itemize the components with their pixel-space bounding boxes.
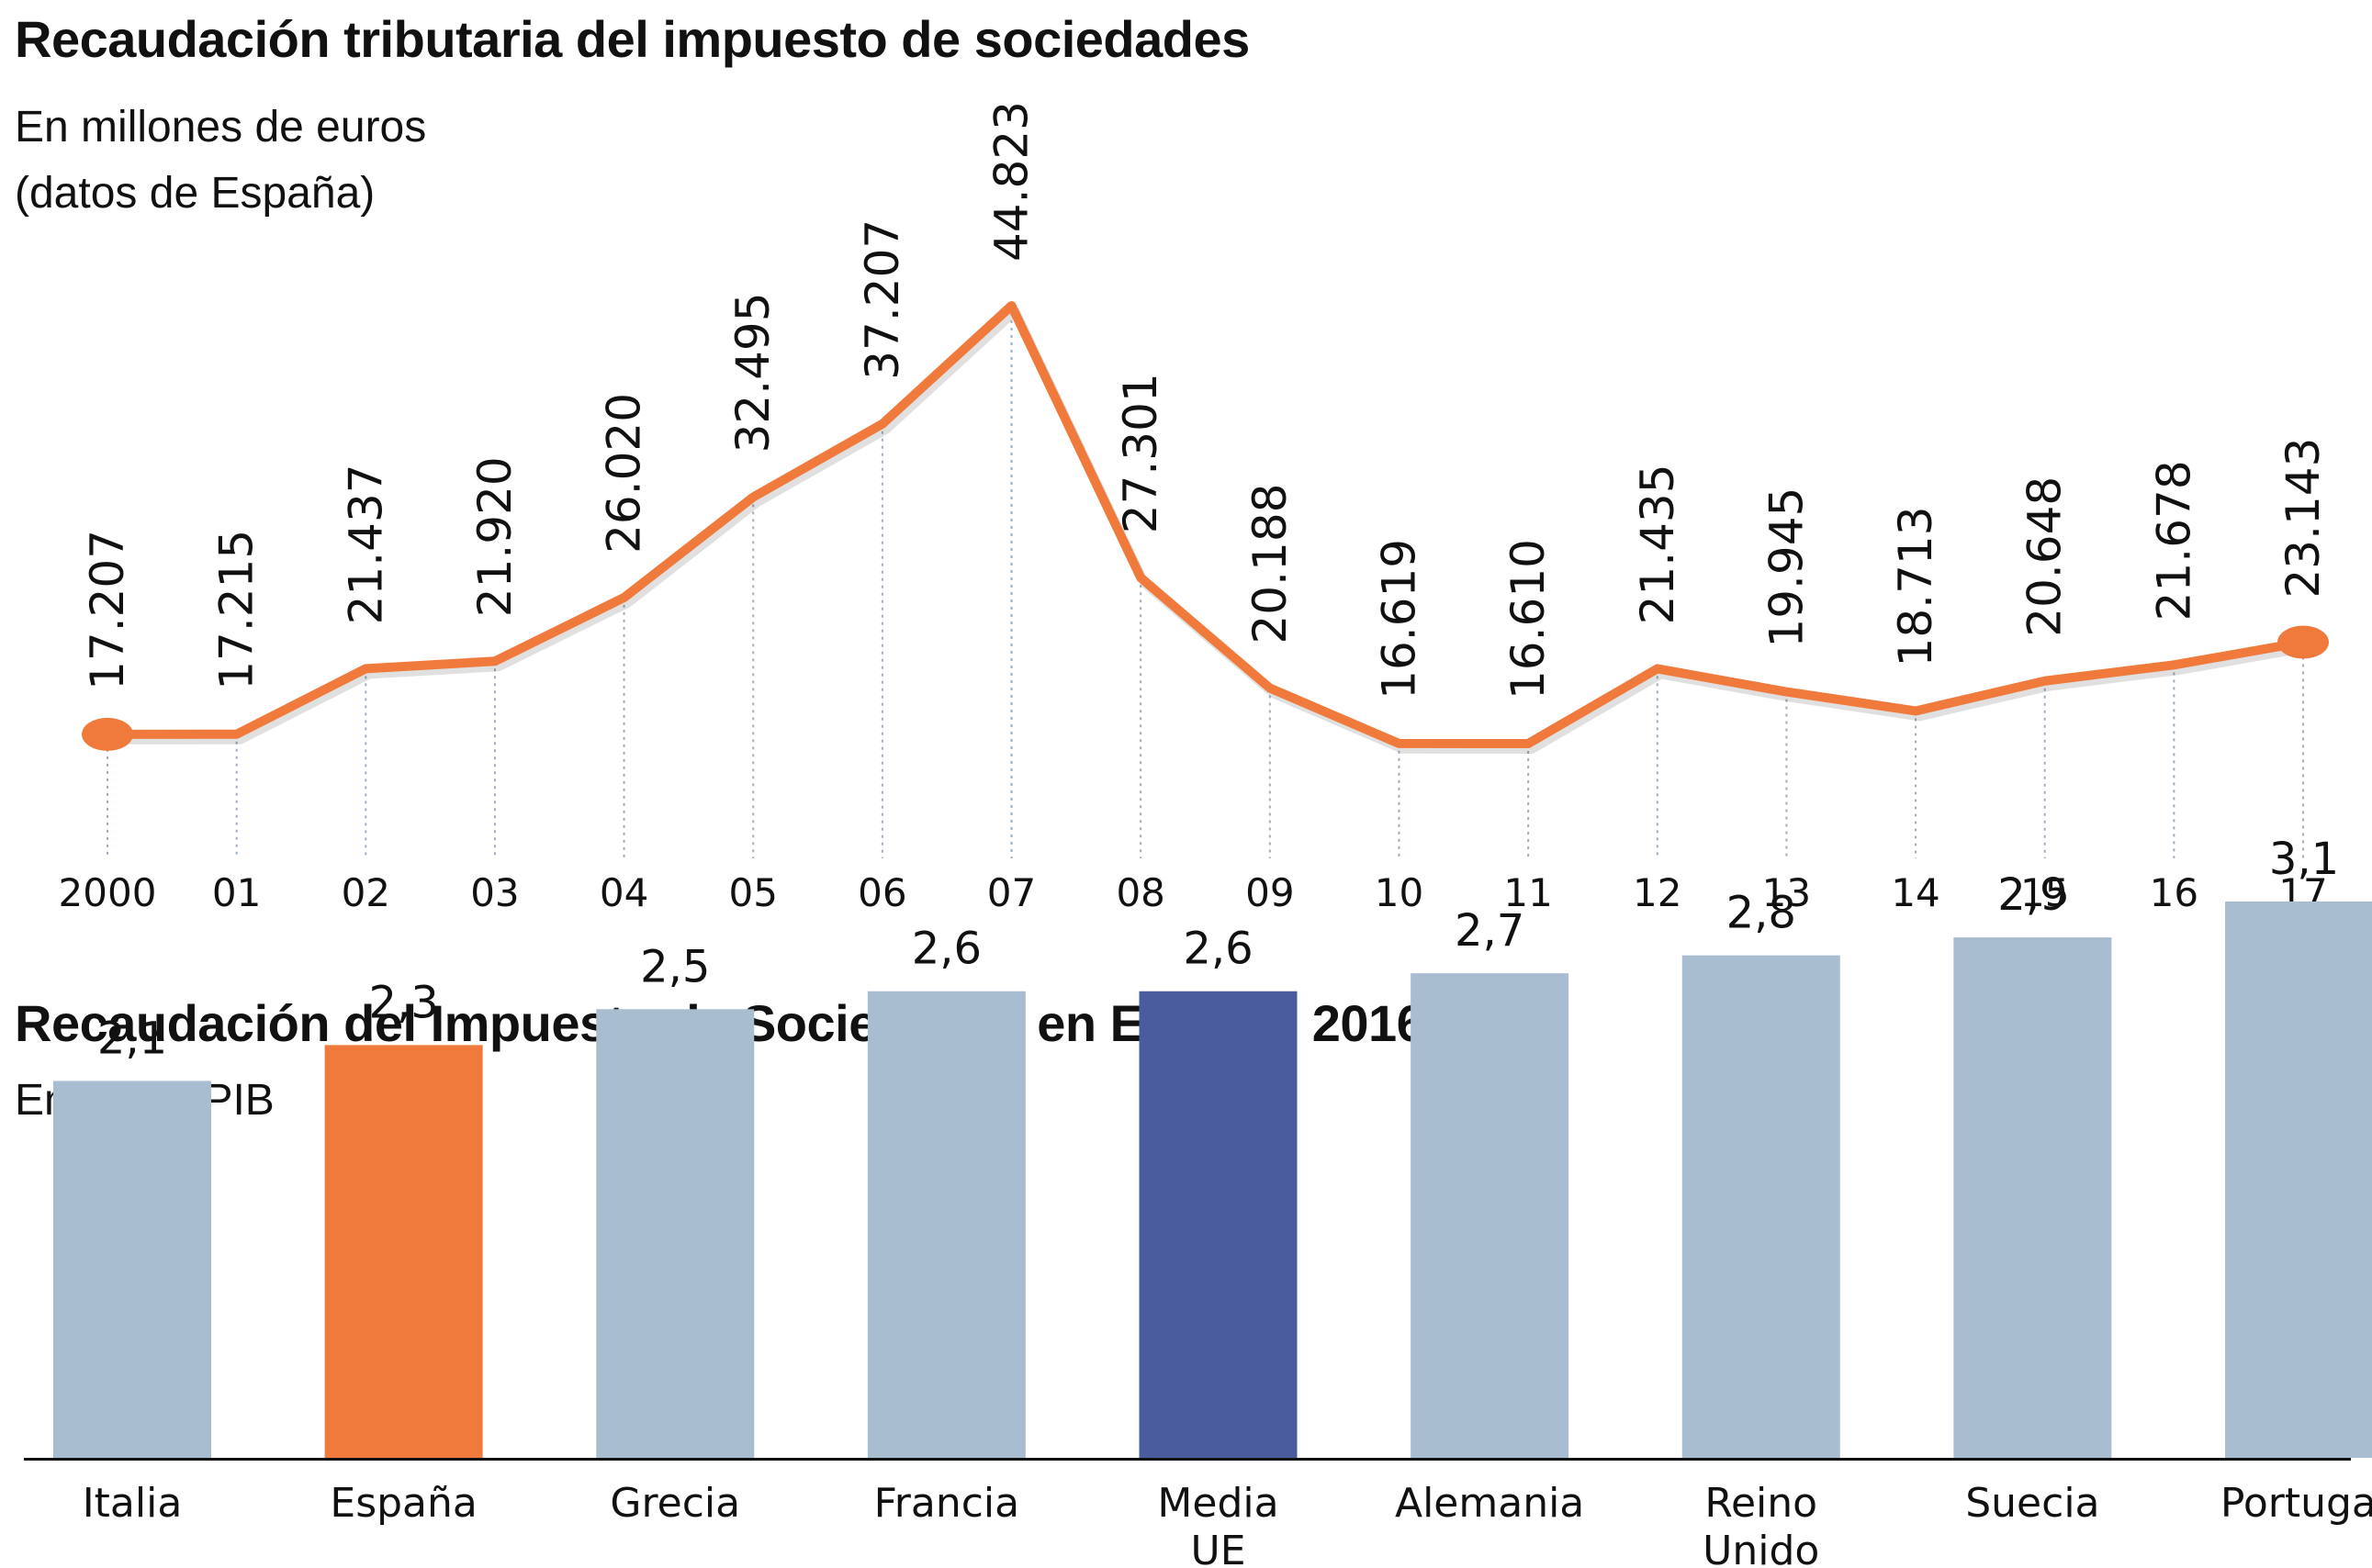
x-tick-label: Portugal (2220, 1480, 2372, 1527)
x-tick-label: Media UE (1157, 1480, 1278, 1568)
data-label: 2,5 (640, 941, 710, 992)
x-tick-label: 09 (1245, 870, 1294, 915)
data-label: 21.920 (468, 456, 522, 617)
x-tick-label: 06 (858, 870, 906, 915)
bar (1411, 973, 1569, 1458)
data-label: 32.495 (726, 292, 780, 453)
x-tick-label: 16 (2150, 870, 2198, 915)
bar (1139, 991, 1298, 1458)
line-chart: 17.207 17.215 21.437 21.920 26.020 32.495 37.2… (59, 101, 2330, 915)
x-tick-label: 2000 (59, 870, 157, 915)
bar (596, 1009, 755, 1458)
x-tick-label: 03 (470, 870, 519, 915)
x-tick-label: 11 (1503, 870, 1552, 915)
end-point-marker (2277, 625, 2329, 659)
data-label: 20.648 (2018, 476, 2072, 637)
x-tick-label: 05 (729, 870, 778, 915)
bar (867, 991, 1026, 1458)
x-tick-label: 15 (2020, 870, 2069, 915)
series-line (103, 301, 2308, 748)
data-label: 17.215 (210, 530, 264, 690)
x-tick-label: 12 (1633, 870, 1681, 915)
data-label: 16.610 (1501, 539, 1555, 700)
x-tick-label: Grecia (610, 1480, 740, 1527)
data-label: 2,1 (97, 1013, 167, 1064)
x-tick-label: 08 (1116, 870, 1164, 915)
x-tick-label: Alemania (1395, 1480, 1584, 1527)
data-label: 2,6 (1183, 924, 1253, 975)
bar (2225, 902, 2372, 1458)
data-label: 21.435 (1631, 464, 1684, 624)
bar (1681, 955, 1840, 1458)
data-label: 16.619 (1372, 539, 1425, 700)
data-label: 2,7 (1455, 905, 1524, 957)
x-tick-label: Francia (874, 1480, 1019, 1527)
start-point-marker (82, 717, 133, 751)
data-label: 21.437 (339, 464, 392, 624)
data-label: 2,8 (1726, 888, 1796, 939)
data-label: 27.301 (1114, 373, 1167, 533)
data-label: 17.207 (81, 530, 134, 690)
data-label: 23.143 (2276, 438, 2330, 599)
data-label: 26.020 (598, 393, 651, 554)
line-chart-subtitle-2: (datos de España) (15, 169, 376, 218)
bar (1953, 937, 2112, 1458)
bar (324, 1045, 483, 1458)
data-label: 2,6 (912, 924, 982, 975)
x-tick-label: 02 (342, 870, 390, 915)
x-tick-label: Reino Unido (1703, 1480, 1819, 1568)
data-label: 2,3 (368, 977, 438, 1028)
x-tick-label: Suecia (1965, 1480, 2099, 1527)
data-label: 21.678 (2147, 460, 2200, 621)
line-chart-subtitle-1: En millones de euros (15, 103, 427, 151)
x-tick-label: 13 (1762, 870, 1811, 915)
x-tick-label: 14 (1891, 870, 1939, 915)
x-tick-label: 10 (1375, 870, 1423, 915)
data-label: 44.823 (985, 101, 1039, 262)
bar (53, 1081, 211, 1458)
data-label: 18.713 (1889, 506, 1942, 666)
data-label: 3,1 (2269, 834, 2339, 885)
data-label: 19.945 (1759, 487, 1813, 648)
x-tick-label: 01 (212, 870, 261, 915)
line-chart-title: Recaudación tributaria del impuesto de s… (15, 10, 1250, 68)
data-label: 37.207 (856, 219, 909, 380)
x-tick-label: 07 (987, 870, 1036, 915)
x-tick-label: España (330, 1480, 477, 1527)
x-tick-label: Italia (83, 1480, 183, 1527)
x-tick-label: 04 (600, 870, 648, 915)
data-label: 2,9 (1997, 869, 2067, 921)
data-label: 20.188 (1243, 484, 1297, 644)
